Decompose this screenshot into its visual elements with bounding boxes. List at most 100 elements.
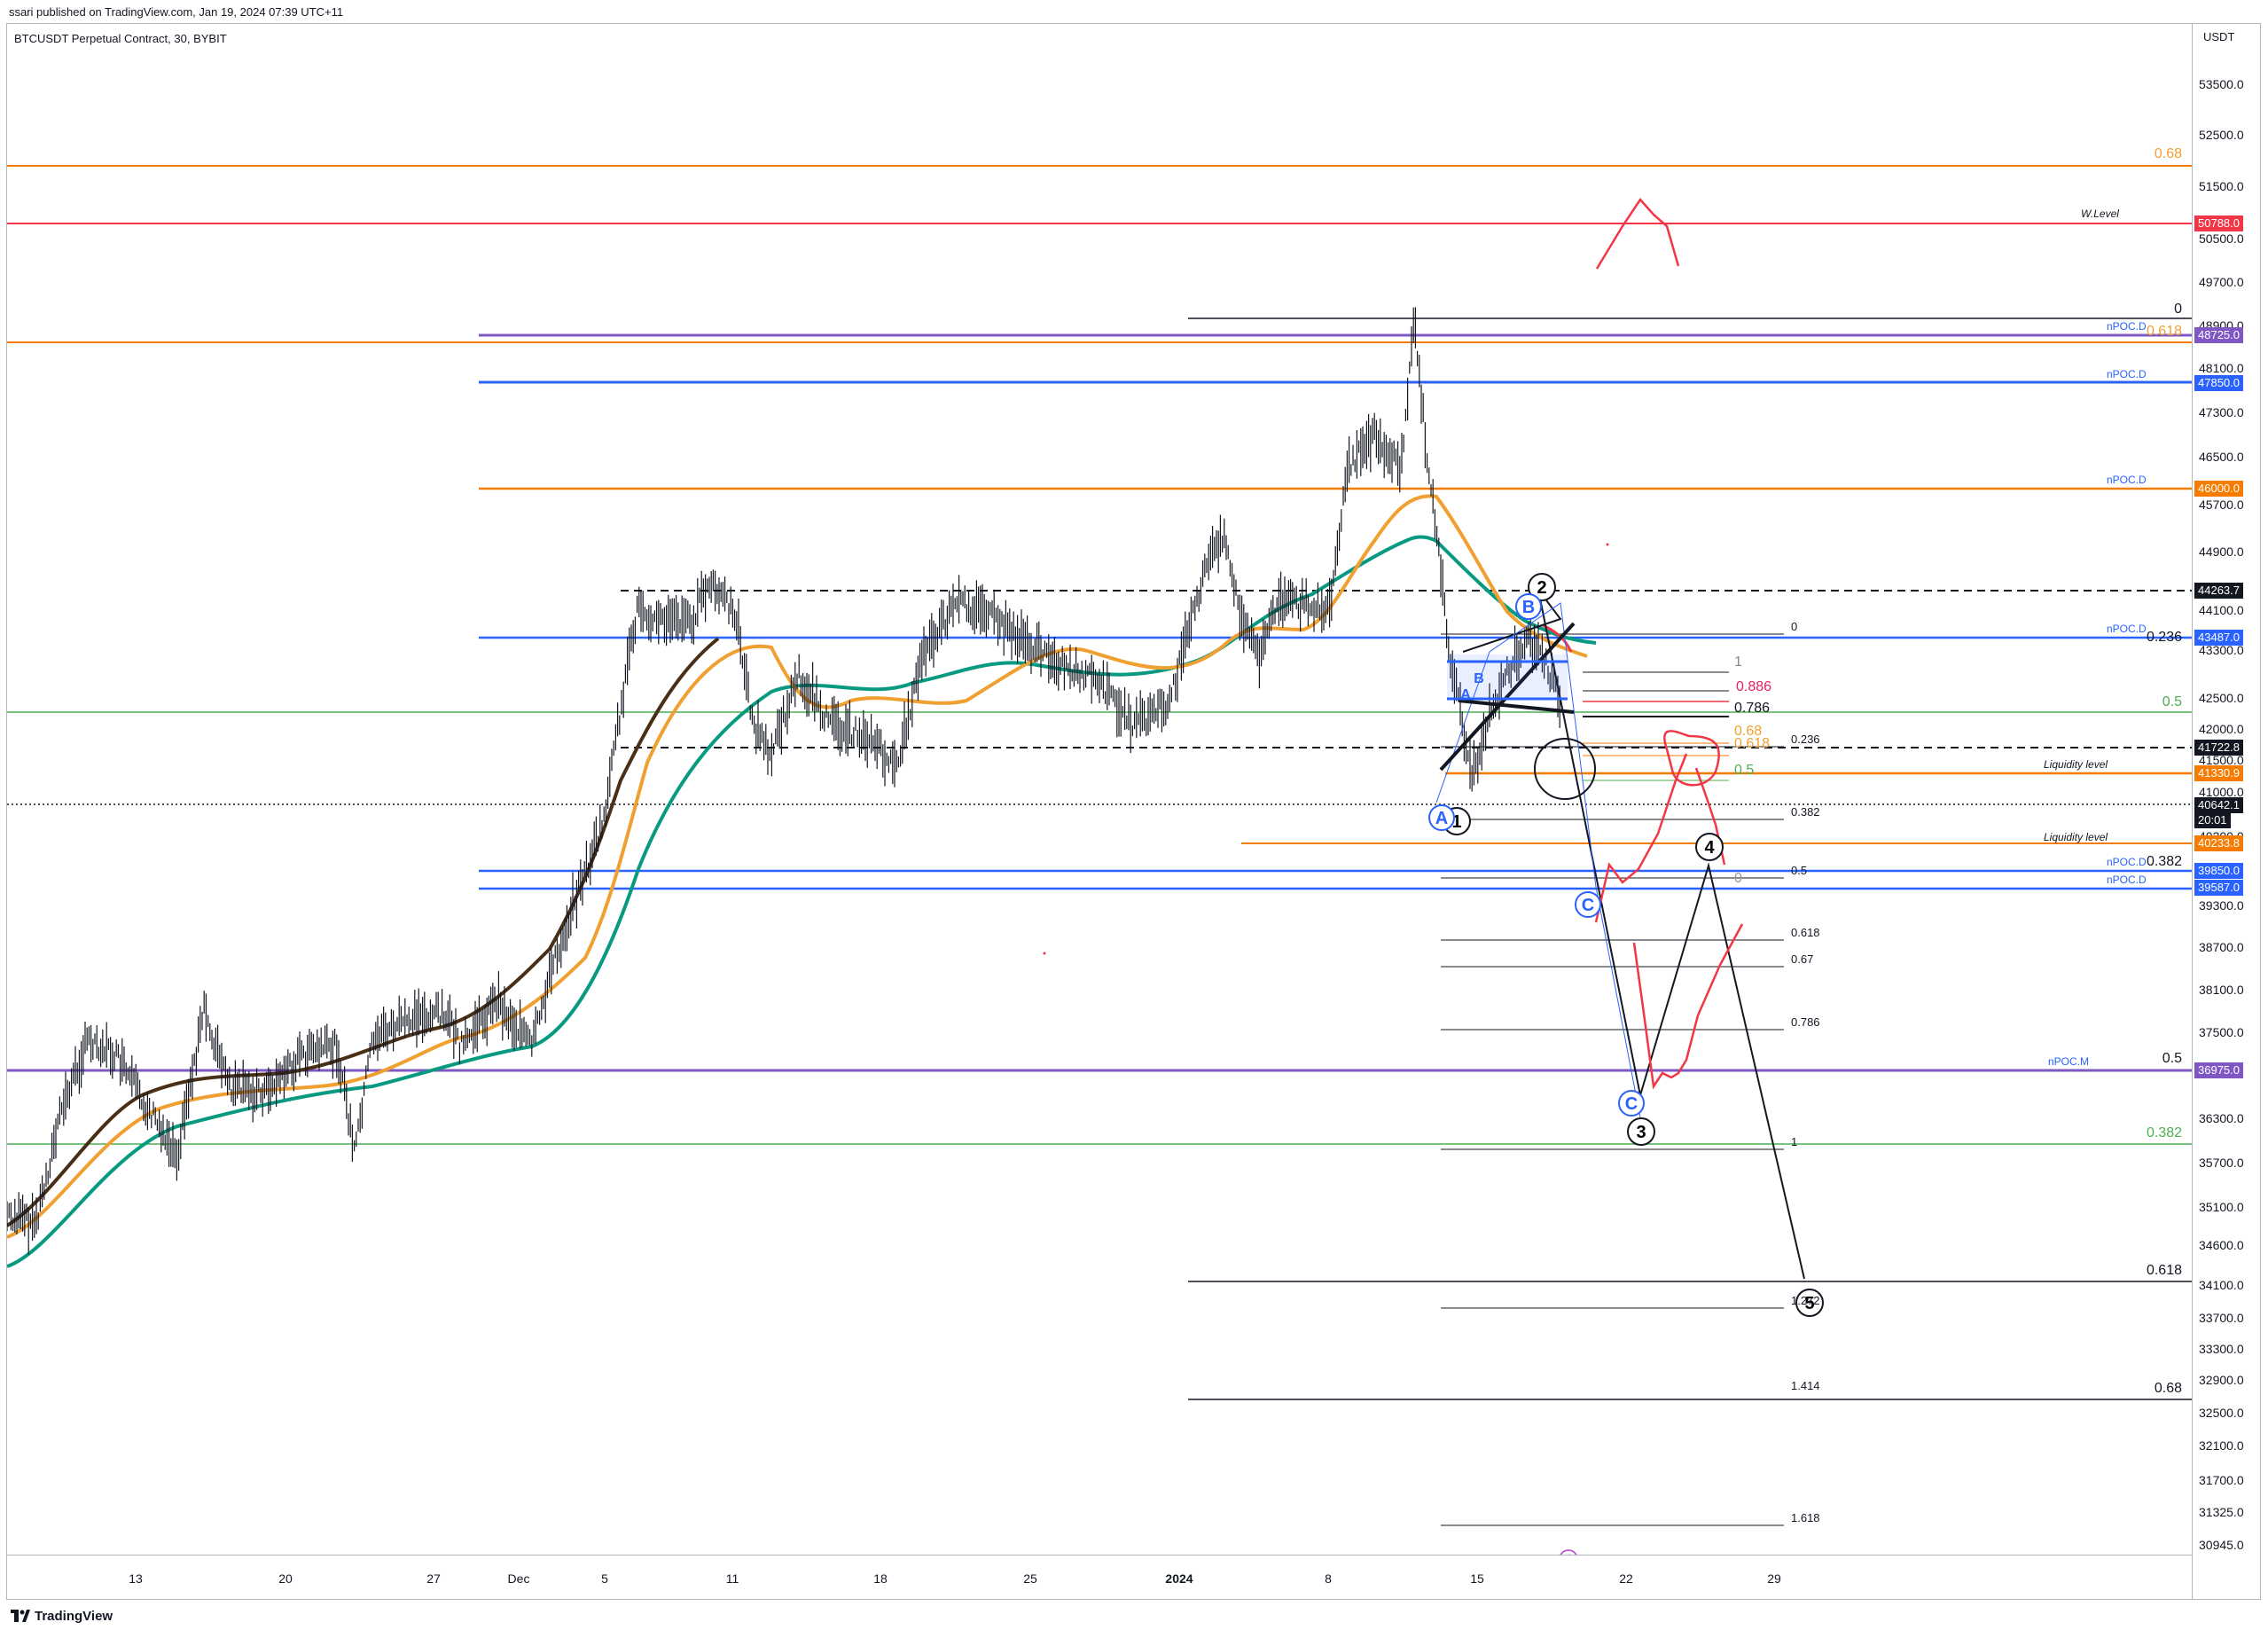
svg-text:0.236: 0.236 [2147,630,2182,645]
wave-label-a-small: A [1460,687,1471,702]
price-tick: 41000.0 [2199,785,2244,799]
time-tick: 5 [601,1571,608,1586]
price-tick: 39300.0 [2199,898,2244,913]
svg-text:A: A [1435,809,1448,828]
price-tick: 44900.0 [2199,545,2244,559]
svg-text:0.5: 0.5 [2162,1051,2182,1066]
svg-text:C: C [1625,1094,1638,1114]
chart-pane[interactable]: 1 2 3 4 5 A B C C A B 0.68 0 0.618 0.236… [7,24,2192,1555]
time-tick: 25 [1023,1571,1037,1586]
wave-label-2: 2 [1528,573,1556,601]
price-tick: 45700.0 [2199,498,2244,512]
right-fib-labels: 0.68 0 0.618 0.236 0.5 0.382 0.5 0.382 0… [2147,146,2182,1396]
time-tick: 18 [873,1571,888,1586]
tradingview-logo-icon [11,1610,30,1622]
currency-label[interactable]: USDT [2203,30,2235,43]
svg-text:2: 2 [1537,578,1546,598]
price-tick: 36300.0 [2199,1111,2244,1125]
chart-frame [6,23,2261,1600]
price-tick: 37500.0 [2199,1025,2244,1039]
price-tick: 38700.0 [2199,940,2244,954]
svg-text:0.68: 0.68 [2155,146,2182,161]
price-tick: 32500.0 [2199,1406,2244,1420]
price-tick: 53500.0 [2199,77,2244,91]
price-tick: 47300.0 [2199,405,2244,419]
svg-text:4: 4 [1704,838,1715,858]
key-levels [7,165,2192,1400]
svg-text:A: A [1460,687,1471,702]
chart-drawing[interactable]: 1 2 3 4 5 A B C C A B 0.68 0 0.618 0.236… [7,24,2192,1555]
svg-text:5: 5 [1804,1294,1814,1313]
price-tick: 41500.0 [2199,753,2244,767]
svg-text:0.382: 0.382 [2147,1125,2182,1140]
svg-text:nPOC.D: nPOC.D [2107,874,2147,886]
price-tick: 38100.0 [2199,983,2244,997]
time-tick: 22 [1619,1571,1633,1586]
svg-text:1: 1 [1791,1135,1797,1148]
svg-text:0.5: 0.5 [1791,864,1807,877]
wave-label-c-upper: C [1575,891,1601,918]
svg-text:0.5: 0.5 [2162,694,2182,709]
symbol-title: BTCUSDT Perpetual Contract, 30, BYBIT [14,32,227,45]
publish-info-bar: ssari published on TradingView.com, Jan … [0,0,2268,23]
svg-text:0.886: 0.886 [1736,679,1771,694]
svg-text:0.382: 0.382 [2147,854,2182,869]
svg-text:1: 1 [1451,812,1461,832]
marker-dot [1606,543,1609,546]
time-tick: 8 [1325,1571,1332,1586]
time-tick: 11 [725,1571,739,1586]
svg-text:0.786: 0.786 [1734,701,1770,716]
price-label: 40233.8 [2194,835,2243,851]
bar-countdown: 20:01 [2194,812,2231,828]
svg-text:0.68: 0.68 [2155,1381,2182,1396]
time-tick: Dec [507,1571,530,1586]
svg-text:0: 0 [1734,871,1742,886]
price-tick: 33300.0 [2199,1342,2244,1356]
svg-text:Liquidity level: Liquidity level [2044,758,2108,771]
wave-label-b-small: B [1474,671,1484,686]
price-tick: 31325.0 [2199,1505,2244,1519]
price-tick: 52500.0 [2199,128,2244,142]
price-label: 36975.0 [2194,1062,2243,1078]
svg-text:nPOC.D: nPOC.D [2107,368,2147,380]
time-axis[interactable] [7,1555,2192,1600]
price-tick: 35100.0 [2199,1200,2244,1214]
svg-text:3: 3 [1636,1123,1646,1142]
price-tick: 31700.0 [2199,1473,2244,1487]
brand-name: TradingView [35,1609,113,1624]
price-tick: 51500.0 [2199,179,2244,193]
wave-label-c-lower: C [1618,1090,1645,1117]
svg-text:0.236: 0.236 [1791,733,1820,746]
tradingview-brand[interactable]: TradingView [7,1600,273,1630]
svg-text:W.Level: W.Level [2081,208,2119,220]
svg-text:nPOC.D: nPOC.D [2107,474,2147,486]
price-label: 39850.0 [2194,863,2243,879]
flash-icon[interactable] [1560,1549,1577,1555]
price-tick: 42000.0 [2199,722,2244,736]
time-tick-year: 2024 [1165,1571,1193,1586]
marker-dot [1043,952,1046,955]
price-label: 47850.0 [2194,375,2243,391]
price-tick: 30945.0 [2199,1538,2244,1552]
price-label: 41330.9 [2194,765,2243,781]
price-tick: 48100.0 [2199,361,2244,375]
svg-text:0.618: 0.618 [1791,926,1820,939]
time-tick: 13 [129,1571,143,1586]
publish-info-text: ssari published on TradingView.com, Jan … [9,5,344,19]
price-tick: 50500.0 [2199,231,2244,246]
time-tick: 15 [1470,1571,1484,1586]
level-tags: W.Level nPOC.D nPOC.D nPOC.D nPOC.D nPOC… [2044,208,2147,1068]
svg-text:1.618: 1.618 [1791,1511,1820,1524]
svg-text:0.618: 0.618 [2147,324,2182,339]
mid-fib-labels: 0 1 0.886 0.786 0.68 0.618 0.5 0.236 0.3… [1734,620,1820,1524]
price-tick: 43300.0 [2199,643,2244,657]
price-axis[interactable] [2192,24,2261,1599]
svg-text:0: 0 [1791,620,1797,633]
price-tick: 32900.0 [2199,1373,2244,1387]
svg-text:B: B [1474,671,1484,686]
price-label: 44263.7 [2194,583,2243,599]
price-tick: 42500.0 [2199,691,2244,705]
price-tick: 49700.0 [2199,275,2244,289]
time-tick: 20 [278,1571,293,1586]
wave-projection [1435,197,1805,1280]
